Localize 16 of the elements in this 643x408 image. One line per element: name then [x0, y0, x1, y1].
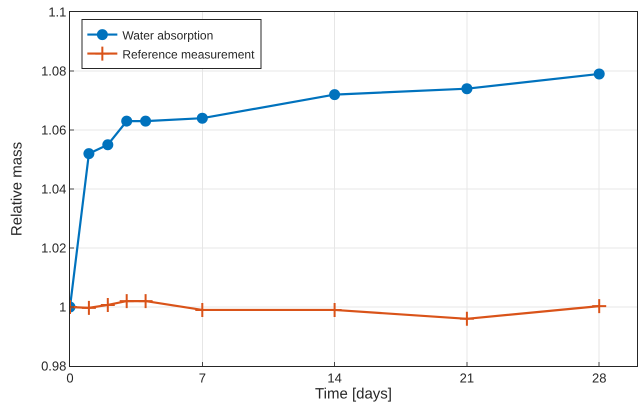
- y-tick-label: 1.02: [41, 240, 66, 256]
- x-tick-label: 28: [592, 370, 606, 386]
- x-axis-title: Time [days]: [315, 386, 392, 403]
- legend-label: Water absorption: [122, 28, 214, 42]
- x-tick-label: 14: [327, 370, 342, 386]
- y-axis-title: Relative mass: [8, 142, 26, 236]
- y-tick-label: 1.08: [41, 64, 66, 79]
- y-tick-label: 1.1: [48, 4, 66, 20]
- y-tick-label: 1: [59, 300, 66, 315]
- x-tick-label: 7: [198, 370, 206, 386]
- y-tick-label: 1.04: [41, 182, 66, 197]
- x-tick-label: 21: [460, 370, 474, 386]
- x-tick-label: 0: [66, 370, 74, 386]
- y-tick-label: 0.98: [41, 358, 66, 374]
- legend-label: Reference measurement: [122, 47, 256, 62]
- y-tick-label: 1.06: [41, 122, 66, 138]
